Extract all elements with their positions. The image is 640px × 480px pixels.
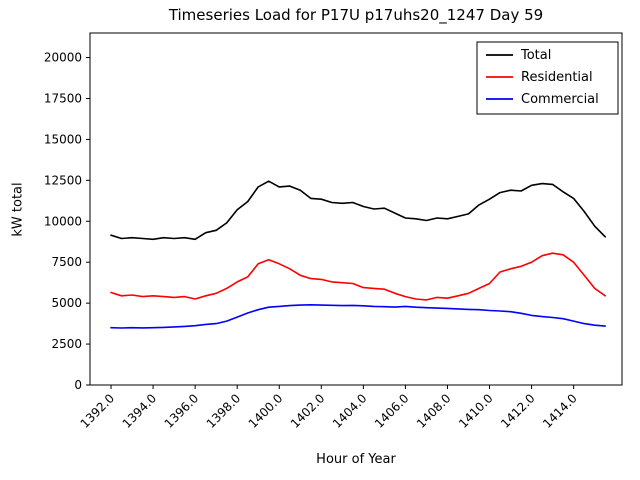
x-tick-label: 1410.0 [456, 391, 496, 431]
x-tick-label: 1414.0 [540, 391, 580, 431]
x-tick-label: 1400.0 [246, 391, 286, 431]
y-tick-label: 5000 [51, 296, 82, 310]
legend-label-total: Total [520, 48, 551, 63]
y-tick-label: 17500 [44, 91, 82, 105]
x-tick-label: 1404.0 [330, 391, 370, 431]
x-tick-label: 1392.0 [78, 391, 118, 431]
legend: Total Residential Commercial [476, 41, 619, 115]
legend-label-residential: Residential [521, 70, 593, 85]
series-line-total [110, 180, 607, 241]
x-axis-label: Hour of Year [316, 452, 396, 467]
x-tick-label: 1406.0 [372, 391, 412, 431]
x-tick-label: 1394.0 [120, 391, 160, 431]
series-line-residential [110, 252, 607, 301]
y-tick-label: 7500 [51, 255, 82, 269]
x-tick-label: 1398.0 [204, 391, 244, 431]
legend-box [476, 41, 619, 115]
series-line-commercial [110, 303, 607, 329]
y-tick-label: 12500 [44, 173, 82, 187]
legend-label-commercial: Commercial [521, 92, 599, 107]
x-tick-label: 1402.0 [288, 391, 328, 431]
y-tick-label: 2500 [51, 337, 82, 351]
plot-border [89, 32, 623, 386]
y-tick-label: 15000 [44, 132, 82, 146]
y-tick-label: 0 [74, 378, 82, 392]
x-tick-label: 1396.0 [162, 391, 202, 431]
y-tick-label: 10000 [44, 214, 82, 228]
y-tick-label: 20000 [44, 51, 82, 65]
x-tick-label: 1408.0 [414, 391, 454, 431]
x-tick-label: 1412.0 [498, 391, 538, 431]
chart-title: Timeseries Load for P17U p17uhs20_1247 D… [168, 6, 544, 24]
